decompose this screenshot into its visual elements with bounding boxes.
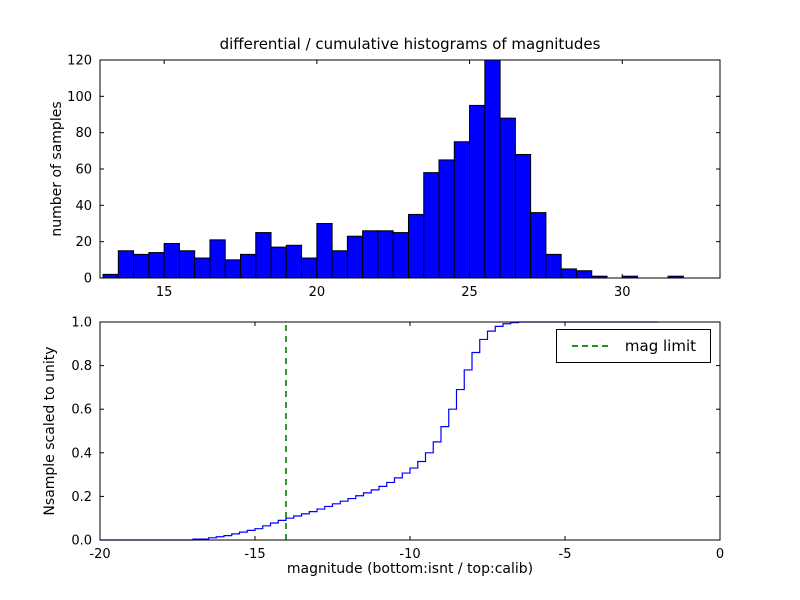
top-ylabel: number of samples	[49, 101, 65, 237]
svg-text:80: 80	[75, 126, 92, 141]
svg-text:0: 0	[84, 272, 92, 287]
svg-text:20: 20	[75, 235, 92, 250]
svg-text:0.0: 0.0	[71, 534, 92, 549]
legend-dashed-line-sample	[571, 345, 612, 347]
svg-text:1.0: 1.0	[71, 316, 92, 331]
svg-text:-10: -10	[399, 547, 420, 562]
svg-text:40: 40	[75, 199, 92, 214]
legend-label: mag limit	[624, 337, 696, 355]
svg-text:-20: -20	[89, 547, 110, 562]
svg-text:0: 0	[716, 547, 724, 562]
bottom-xlabel: magnitude (bottom:isnt / top:calib)	[286, 561, 534, 577]
svg-text:15: 15	[156, 285, 173, 300]
svg-text:20: 20	[309, 285, 326, 300]
svg-text:-5: -5	[559, 547, 572, 562]
legend: mag limit	[555, 329, 711, 363]
svg-text:0.6: 0.6	[71, 403, 92, 418]
svg-text:0.8: 0.8	[71, 359, 92, 374]
svg-text:30: 30	[614, 285, 631, 300]
bottom-ylabel: Nsample scaled to unity	[42, 346, 58, 516]
svg-text:0.2: 0.2	[71, 490, 92, 505]
svg-text:0.4: 0.4	[71, 446, 92, 461]
svg-text:-15: -15	[244, 547, 265, 562]
svg-text:100: 100	[67, 90, 92, 105]
svg-text:25: 25	[461, 285, 478, 300]
svg-text:60: 60	[75, 163, 92, 178]
chart-title: differential / cumulative histograms of …	[219, 35, 601, 53]
svg-text:120: 120	[67, 54, 92, 69]
